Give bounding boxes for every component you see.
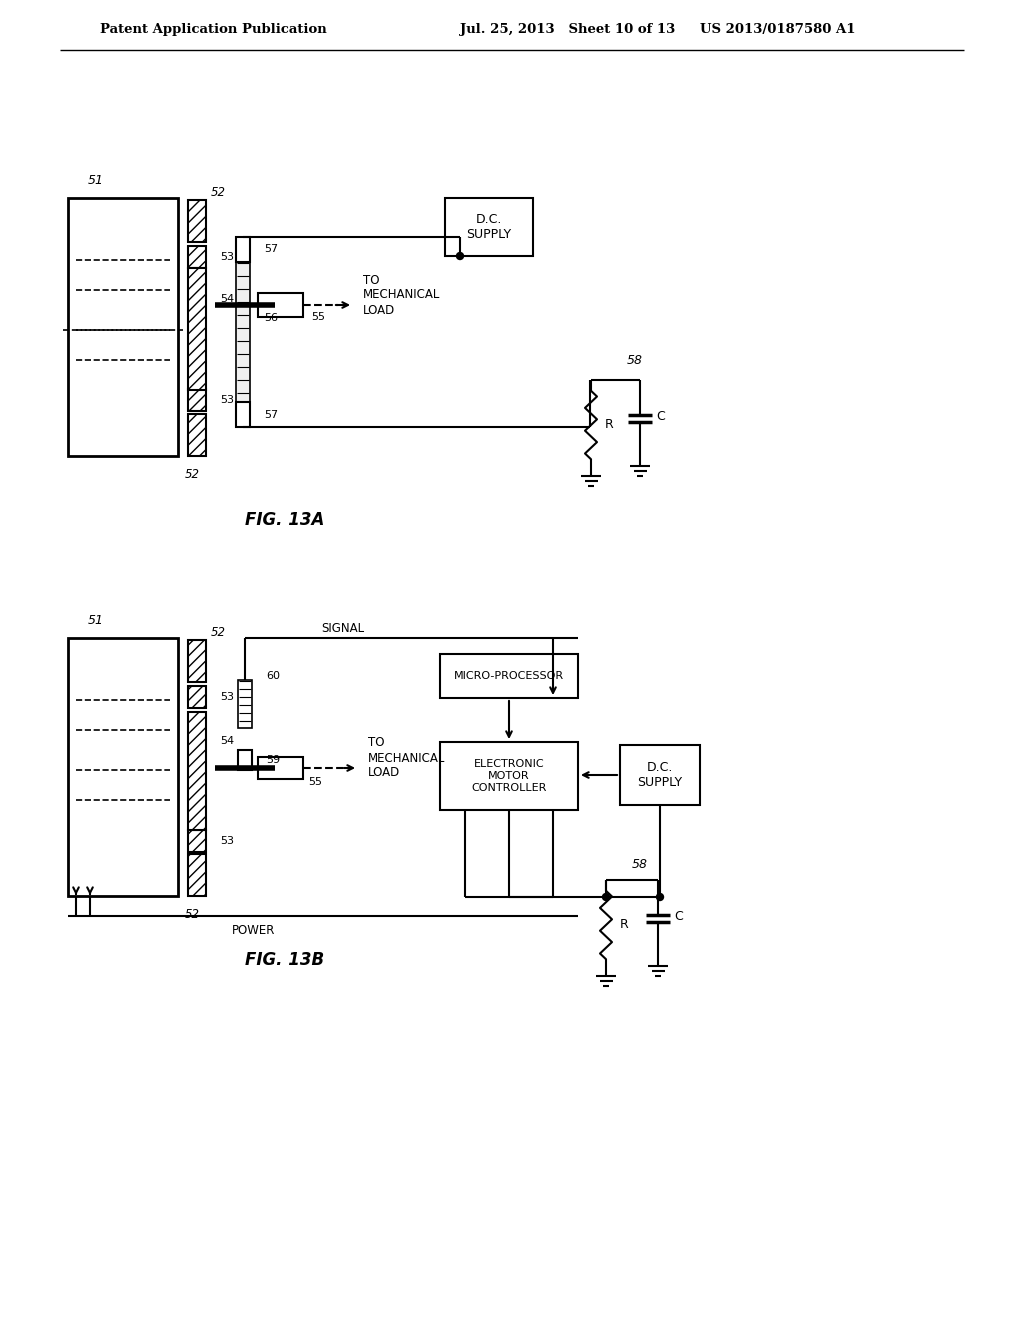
Bar [188, 268, 206, 389]
Text: 53: 53 [220, 692, 234, 702]
Text: Jul. 25, 2013   Sheet 10 of 13: Jul. 25, 2013 Sheet 10 of 13 [460, 24, 675, 37]
Bar [188, 830, 206, 851]
Text: US 2013/0187580 A1: US 2013/0187580 A1 [700, 24, 855, 37]
Bar [188, 640, 206, 682]
Bar [236, 260, 250, 405]
Bar [188, 201, 206, 242]
Bar [236, 403, 250, 426]
Text: POWER: POWER [232, 924, 275, 936]
Circle shape [656, 894, 664, 900]
Bar [238, 680, 252, 729]
Text: 55: 55 [308, 777, 322, 787]
Text: C: C [656, 411, 665, 424]
Text: 53: 53 [220, 836, 234, 846]
Text: 53: 53 [220, 395, 234, 405]
Text: 52: 52 [211, 626, 225, 639]
Text: 54: 54 [220, 737, 234, 747]
Text: R: R [605, 418, 613, 432]
Text: D.C.
SUPPLY: D.C. SUPPLY [467, 213, 512, 242]
Text: 57: 57 [264, 409, 279, 420]
Text: SIGNAL: SIGNAL [321, 622, 365, 635]
Text: ELECTRONIC
MOTOR
CONTROLLER: ELECTRONIC MOTOR CONTROLLER [471, 759, 547, 792]
Circle shape [602, 894, 609, 900]
Bar [238, 750, 252, 770]
Text: C: C [674, 911, 683, 924]
Bar [620, 744, 700, 805]
Bar [440, 742, 578, 810]
Text: 52: 52 [211, 186, 225, 198]
Bar [236, 238, 250, 261]
Text: 57: 57 [264, 244, 279, 255]
Bar [188, 686, 206, 708]
Bar [188, 711, 206, 830]
Text: 52: 52 [184, 908, 200, 920]
Bar [440, 653, 578, 698]
Text: 53: 53 [220, 252, 234, 261]
Bar [188, 389, 206, 411]
Text: 60: 60 [266, 671, 280, 681]
Bar [258, 293, 303, 317]
Text: TO
MECHANICAL
LOAD: TO MECHANICAL LOAD [368, 737, 445, 780]
Bar [188, 854, 206, 896]
Text: 55: 55 [311, 312, 325, 322]
Text: 54: 54 [220, 293, 234, 304]
Text: 52: 52 [184, 467, 200, 480]
Text: 56: 56 [264, 313, 278, 323]
Text: TO
MECHANICAL
LOAD: TO MECHANICAL LOAD [362, 273, 440, 317]
Bar [68, 638, 178, 896]
Text: 51: 51 [88, 173, 104, 186]
Bar [258, 756, 303, 779]
Text: FIG. 13B: FIG. 13B [246, 950, 325, 969]
Text: D.C.
SUPPLY: D.C. SUPPLY [637, 762, 683, 789]
Bar [445, 198, 534, 256]
Circle shape [457, 252, 464, 260]
Text: Patent Application Publication: Patent Application Publication [100, 24, 327, 37]
Text: 58: 58 [632, 858, 648, 871]
Text: FIG. 13A: FIG. 13A [246, 511, 325, 529]
Bar [188, 246, 206, 268]
Text: R: R [620, 919, 629, 932]
Bar [68, 198, 178, 455]
Text: MICRO-PROCESSOR: MICRO-PROCESSOR [454, 671, 564, 681]
Text: 59: 59 [266, 755, 281, 766]
Text: 58: 58 [627, 354, 643, 367]
Bar [188, 414, 206, 455]
Text: 51: 51 [88, 614, 104, 627]
